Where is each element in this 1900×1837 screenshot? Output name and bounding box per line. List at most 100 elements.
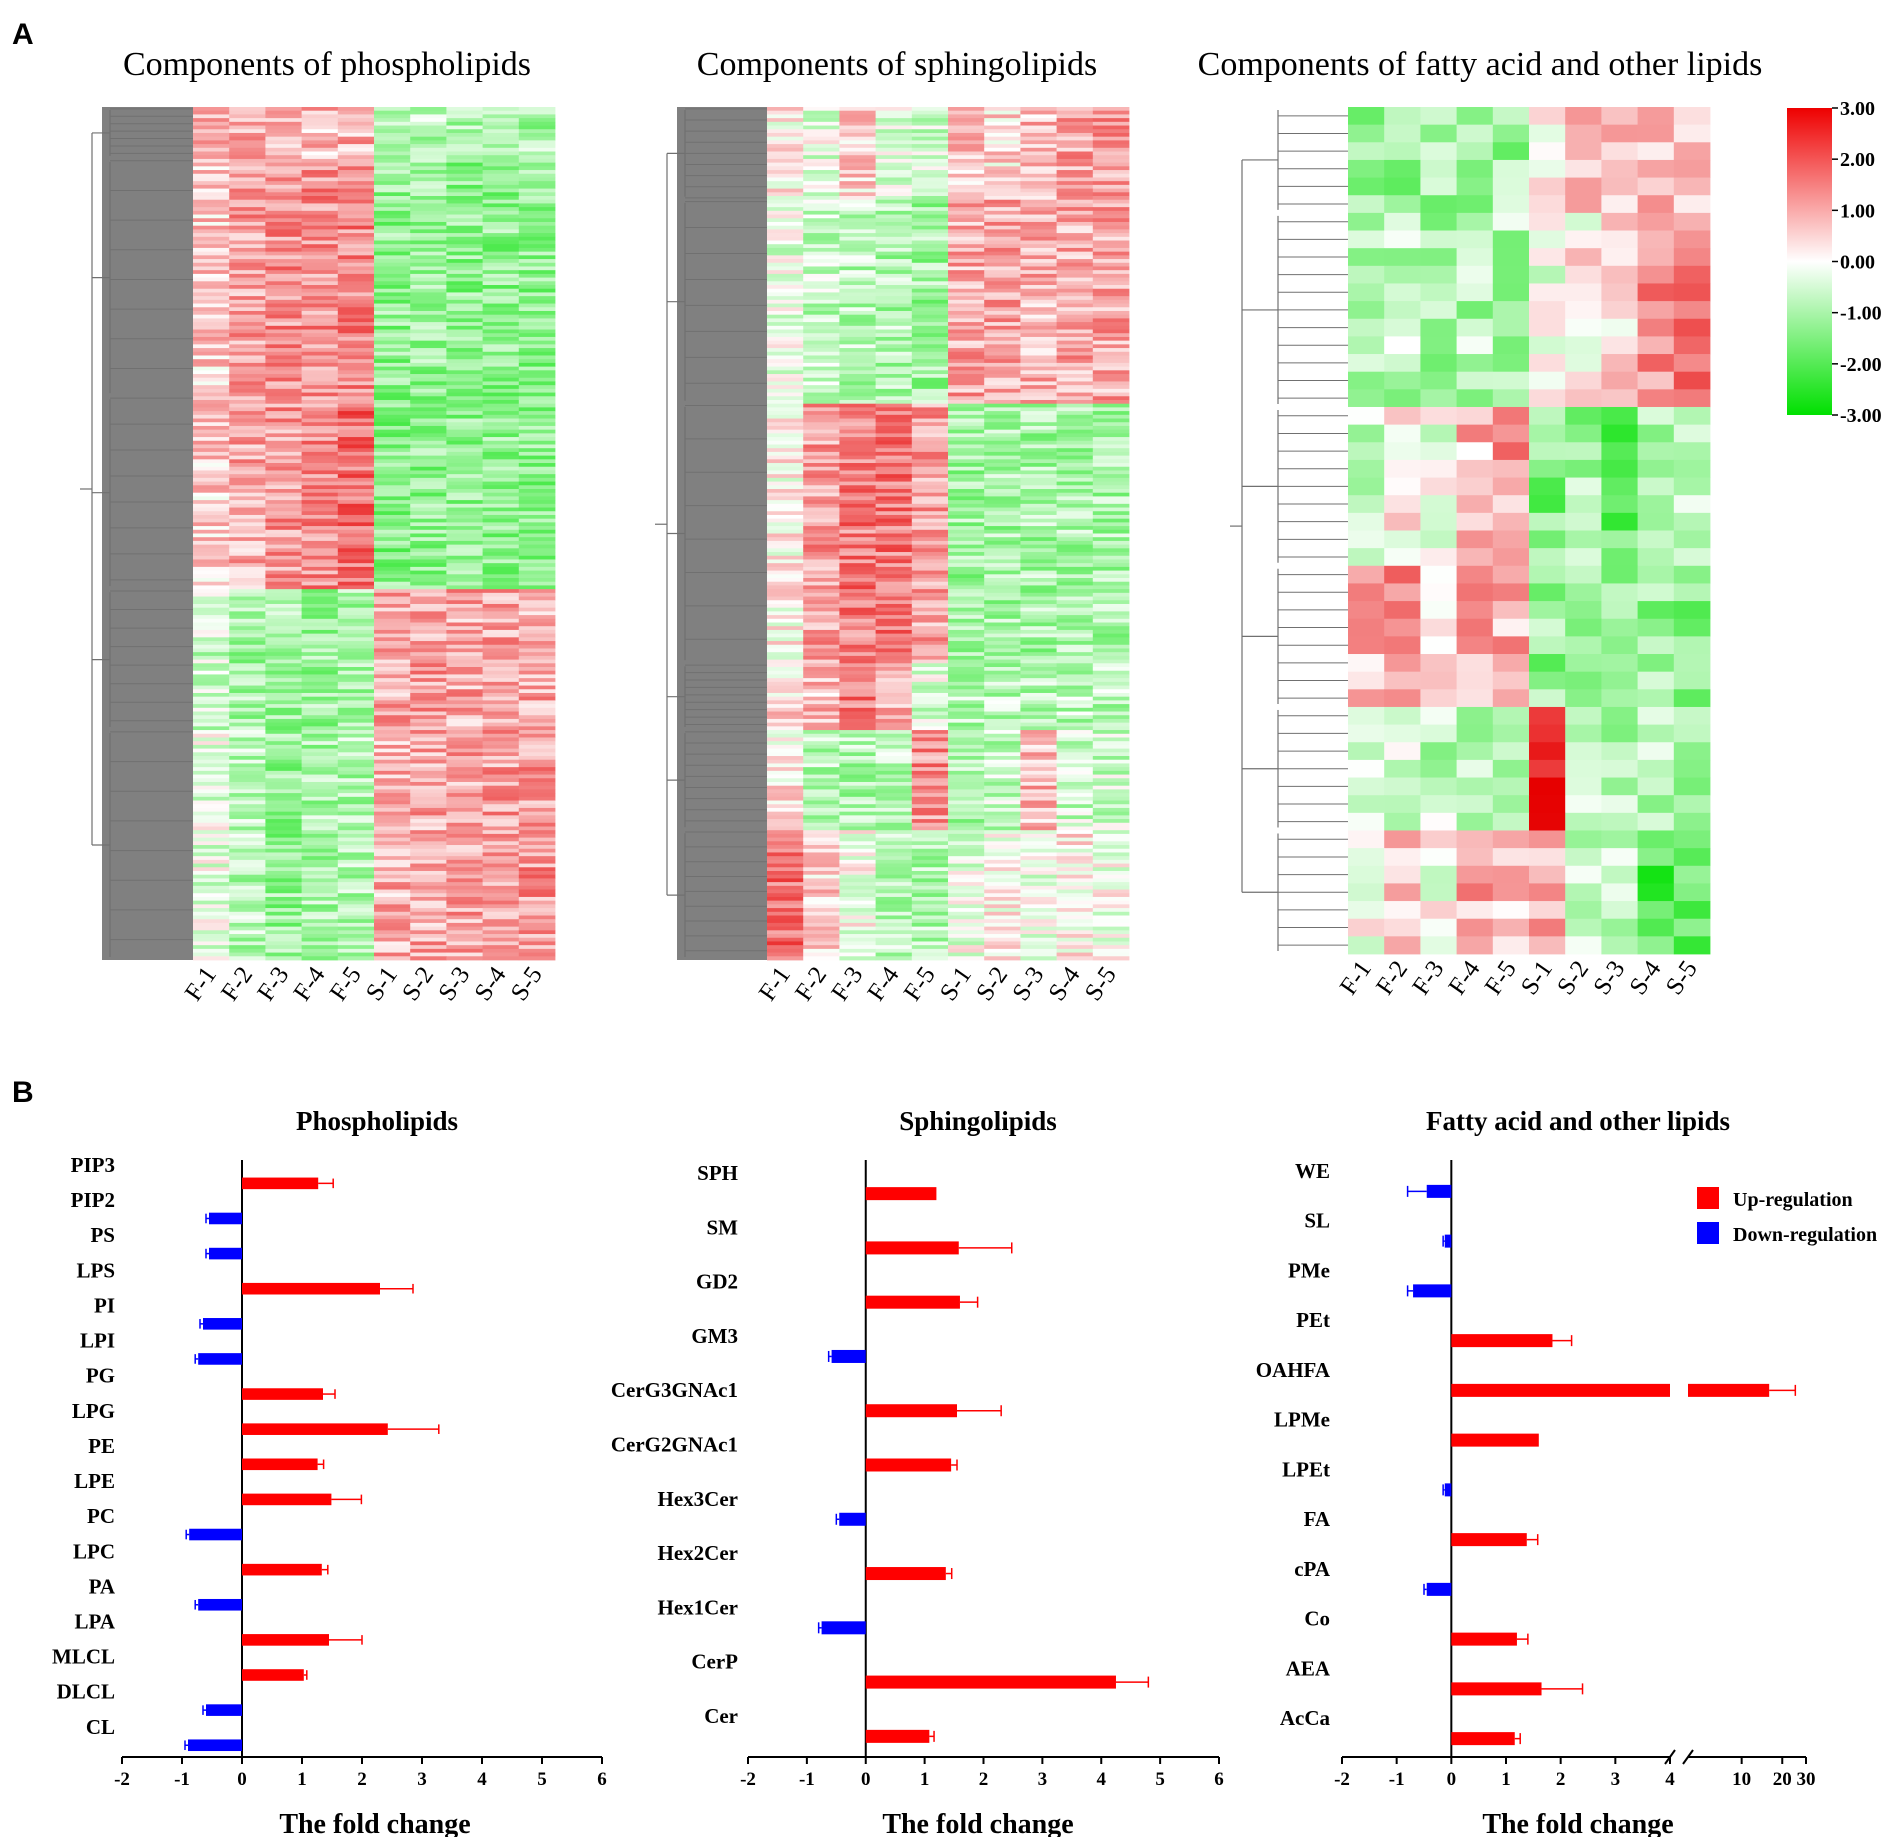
heatmap-cell [518,292,556,297]
heatmap-cell [518,615,556,620]
heatmap-cell [839,622,876,627]
heatmap-cell [482,581,520,586]
heatmap-cell [984,681,1021,686]
heatmap-cell [767,273,804,278]
heatmap-cell [984,318,1021,323]
heatmap-cell [337,366,375,371]
heatmap-cell [767,244,804,249]
heatmap-cell [839,667,876,672]
heatmap-cell [984,496,1021,501]
heatmap-cell [948,778,985,783]
heatmap-cell [482,403,520,408]
heatmap-cell [1092,136,1130,141]
heatmap-cell [229,722,266,727]
heatmap-cell [911,207,949,212]
heatmap-cell [767,155,804,160]
heatmap-cell [911,281,949,286]
heatmap-cell [911,407,949,412]
heatmap-cell [518,674,556,679]
heatmap-cell [767,696,804,701]
heatmap-cell [911,307,949,312]
heatmap-cell [265,359,302,364]
heatmap-cell [265,704,302,709]
heatmap-cell [984,422,1021,427]
heatmap-cell [1092,596,1130,601]
heatmap-cell [875,752,913,757]
heatmap-cell [410,785,447,790]
heatmap-cell [911,552,949,557]
heatmap-cell [767,559,804,564]
heatmap-cell [1529,212,1566,231]
heatmap-cell [1092,251,1130,256]
heatmap-cell [337,203,375,208]
heatmap-cell [410,299,447,304]
heatmap-cell [803,522,840,527]
heatmap-cell [1056,362,1094,368]
heatmap-cell [518,244,556,249]
heatmap-cell [410,908,447,913]
heatmap-cell [839,396,876,401]
heatmap-cell [948,741,985,746]
heatmap-cell [984,132,1021,138]
heatmap-cell [839,503,876,508]
heatmap-cell [518,336,556,342]
heatmap-cell [1020,952,1057,957]
heatmap-cell [518,919,556,924]
heatmap-cell [337,570,375,575]
heatmap-cell [301,340,339,345]
heatmap-cell [1092,448,1130,453]
heatmap-cell [1092,307,1130,312]
heatmap-cell [803,748,840,753]
heatmap-cell [839,247,876,253]
heatmap-cell [337,121,375,126]
heatmap-cell [337,511,375,516]
sample-label: F-5 [899,962,941,1006]
heatmap-cell [803,540,840,546]
heatmap-cell [1056,221,1094,227]
heatmap-cell [518,314,556,319]
heatmap-cell [1056,833,1094,839]
heatmap-cell [875,904,913,909]
heatmap-cell [410,444,447,449]
heatmap-cell [518,485,556,490]
heatmap-cell [193,863,230,868]
heatmap-cell [301,236,339,241]
heatmap-cell [374,522,411,527]
heatmap-cell [948,789,985,794]
heatmap-cell [767,948,804,953]
heatmap-cell [1056,722,1094,727]
heatmap-cell [911,856,949,861]
heatmap-cell [1056,396,1094,401]
heatmap-cell [410,845,447,850]
heatmap-cell [875,833,913,839]
heatmap-cell [410,207,447,212]
heatmap-cell [301,314,339,319]
heatmap-cell [1020,574,1057,579]
heatmap-cell [984,937,1021,942]
heatmap-cell [1056,188,1094,193]
heatmap-cell [482,819,520,824]
heatmap-cell [1456,318,1494,337]
heatmap-cell [193,377,230,382]
heatmap-cell [911,674,949,679]
heatmap-cell [948,500,985,505]
heatmap-cell [984,889,1021,894]
heatmap-cell [875,136,913,141]
heatmap-cell [446,911,483,916]
heatmap-cell [1348,230,1385,249]
heatmap-cell [948,158,985,164]
heatmap-cell [1420,212,1457,231]
heatmap-cell [1056,251,1094,256]
heatmap-cell [446,229,483,234]
heatmap-cell [193,485,230,490]
heatmap-cell [875,770,913,775]
heatmap-cell [193,637,230,642]
heatmap-cell [984,859,1021,864]
heatmap-cell [265,952,302,957]
heatmap-cell [229,611,266,616]
heatmap-cell [1092,218,1130,223]
heatmap-cell [482,578,520,583]
heatmap-cell [803,425,840,431]
heatmap-cell [337,915,375,920]
heatmap-cell [265,752,302,757]
